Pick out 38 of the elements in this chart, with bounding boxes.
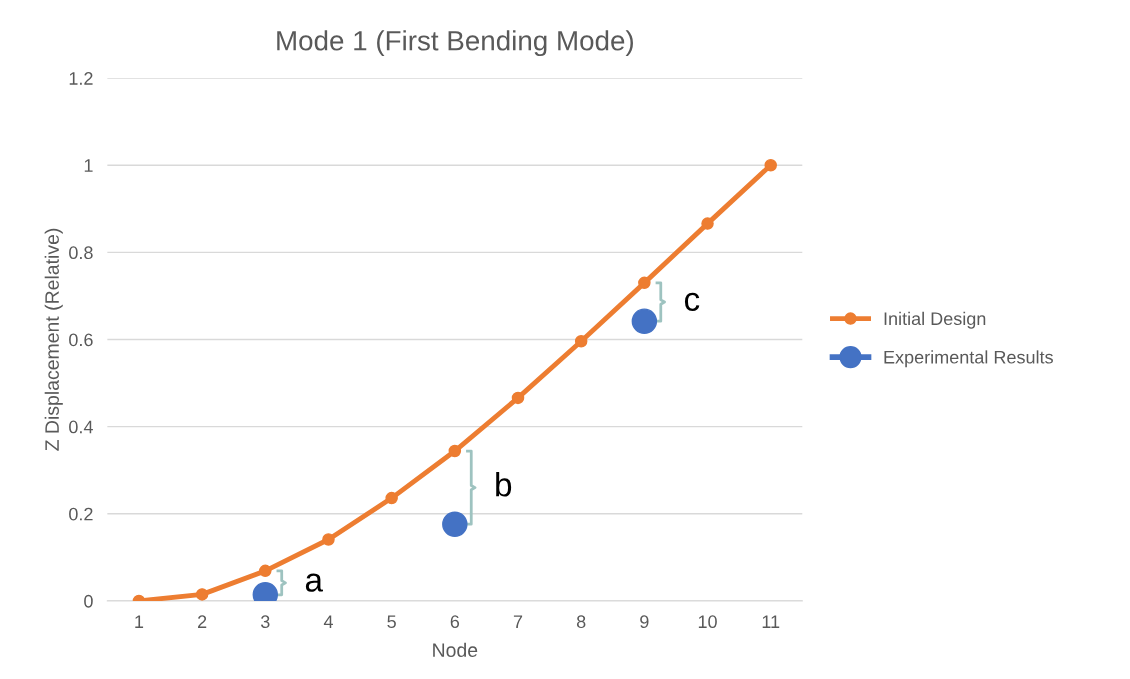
x-tick-label: 2 (198, 615, 207, 628)
x-tick-label: 3 (260, 615, 270, 629)
y-tick-label: 1 (84, 159, 93, 172)
x-tick-label: 6 (450, 615, 460, 629)
x-tick-label: 9 (640, 615, 649, 629)
point (631, 308, 658, 334)
point (442, 511, 468, 537)
y-tick-label: 0.4 (69, 420, 93, 434)
y-tick-label: 0.2 (69, 507, 93, 521)
point (385, 491, 398, 505)
legend-label: Experimental Results (884, 350, 1053, 368)
x-tick-label: 8 (576, 615, 586, 629)
x-tick-label: 1 (135, 615, 144, 628)
point (764, 158, 777, 172)
point (322, 533, 335, 546)
point (701, 217, 714, 230)
point (511, 391, 525, 405)
x-tick-label: 7 (513, 615, 523, 628)
y-tick-label: 1.2 (69, 72, 93, 85)
annotation: c (684, 292, 700, 311)
annotation: a (305, 573, 323, 592)
point (574, 334, 588, 348)
point (195, 588, 209, 601)
y-tick-label: 0.8 (69, 246, 93, 260)
point (448, 444, 462, 458)
x-axis-title: Node (433, 642, 478, 658)
x-tick-label: 5 (387, 615, 396, 629)
y-tick-label: 0.6 (69, 333, 93, 347)
x-tick-label: 11 (762, 615, 780, 628)
annotation: b (496, 472, 512, 497)
y-tick-label: 0 (84, 594, 93, 608)
chart-title: Mode 1 (First Bending Mode) (277, 30, 633, 57)
x-tick-label: 4 (323, 615, 333, 628)
legend-label: Initial Design (884, 311, 986, 329)
x-tick-label: 10 (698, 615, 717, 629)
point (259, 564, 272, 578)
point (638, 276, 651, 290)
y-axis-title: Z Displacement (Relative) (44, 228, 63, 451)
